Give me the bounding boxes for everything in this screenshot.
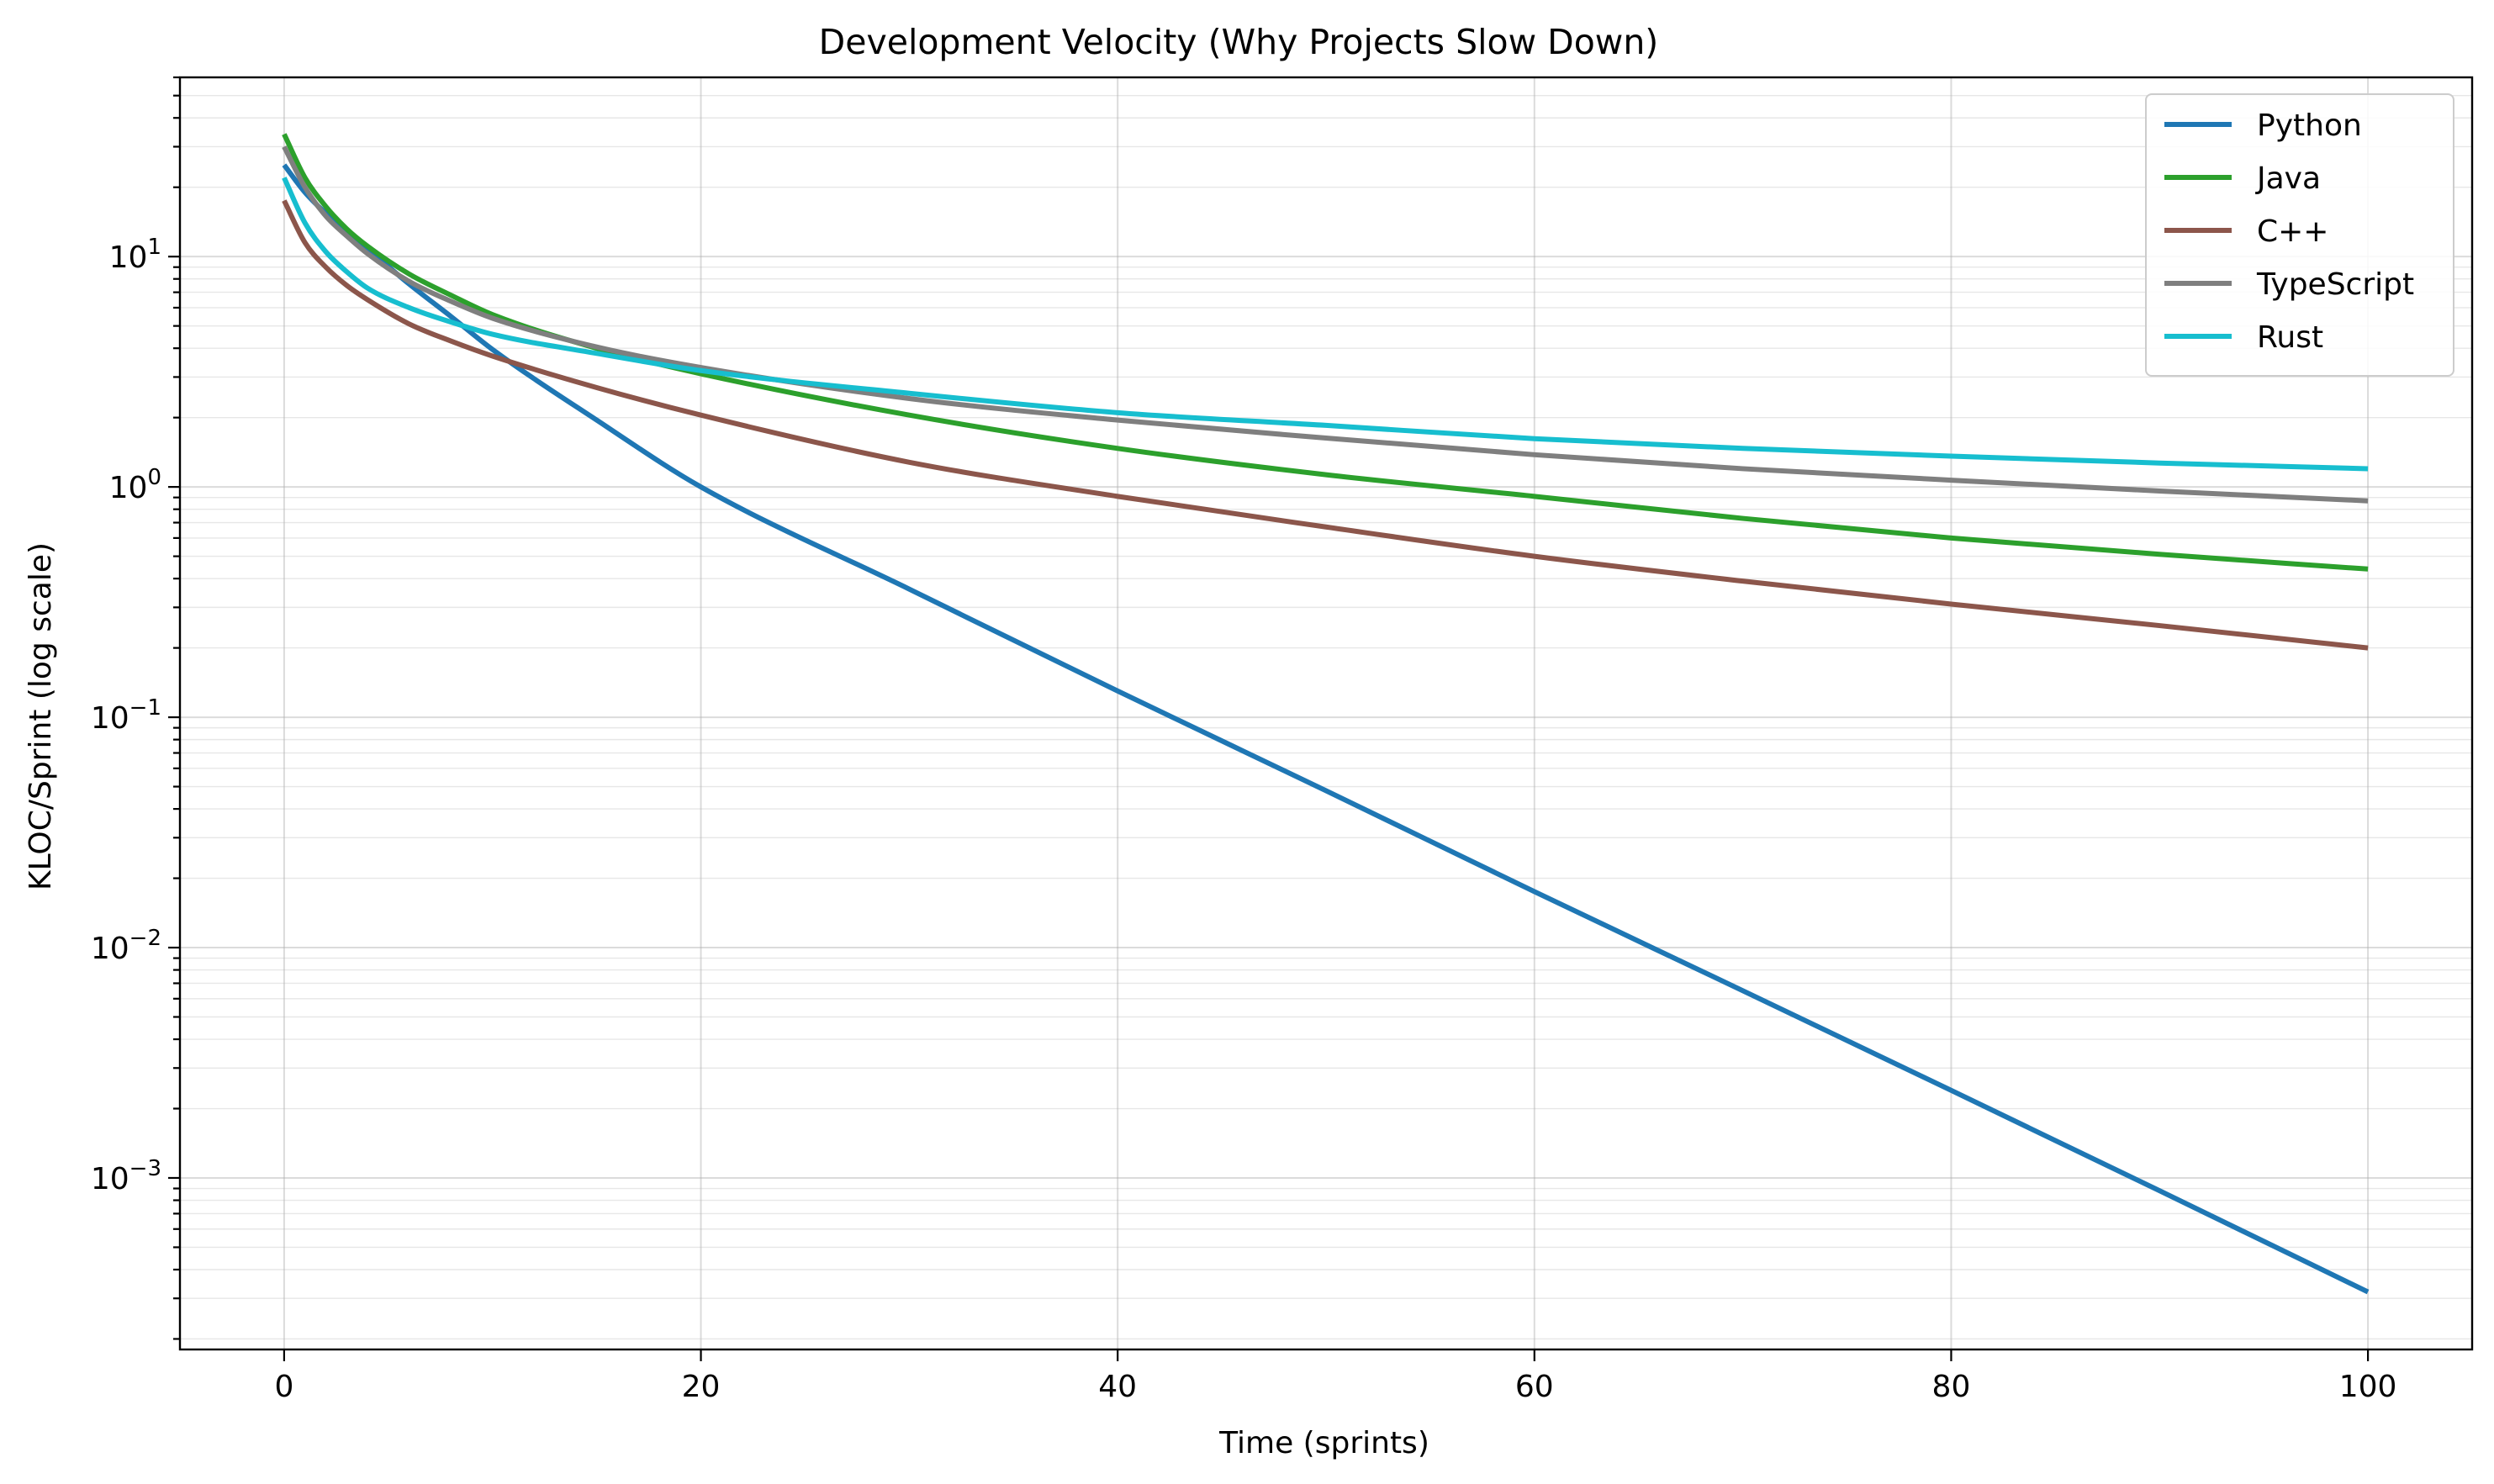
y-tick-label-base: 10 bbox=[91, 701, 129, 736]
series-line-c- bbox=[282, 199, 2369, 651]
legend-label-typescript: TypeScript bbox=[2256, 267, 2414, 302]
chart-title: Development Velocity (Why Projects Slow … bbox=[819, 22, 1659, 62]
series-lines bbox=[282, 133, 2370, 1295]
y-tick-label-exponent: −2 bbox=[129, 926, 161, 951]
x-tick-label: 60 bbox=[1515, 1370, 1554, 1404]
x-axis-label: Time (sprints) bbox=[1218, 1426, 1429, 1460]
series-line-python bbox=[282, 163, 2370, 1295]
legend-label-java: Java bbox=[2255, 161, 2321, 196]
y-tick-label-base: 10 bbox=[109, 471, 148, 505]
y-tick-label-exponent: −1 bbox=[129, 695, 161, 721]
series-line-typescript bbox=[282, 145, 2369, 504]
x-tick-label: 100 bbox=[2339, 1370, 2397, 1404]
series-line-rust bbox=[282, 177, 2369, 472]
y-tick-label: 100 bbox=[109, 465, 161, 505]
y-tick-label-base: 10 bbox=[91, 1162, 129, 1196]
legend-label-python: Python bbox=[2257, 108, 2362, 143]
legend-label-c-: C++ bbox=[2257, 214, 2328, 249]
y-tick-label-exponent: 0 bbox=[147, 465, 161, 490]
x-tick-label: 20 bbox=[682, 1370, 721, 1404]
axes-frame bbox=[178, 76, 2474, 1351]
legend: Python Java C++ TypeScript Rust bbox=[2145, 93, 2454, 377]
y-tick-label: 10−3 bbox=[91, 1156, 161, 1196]
legend-label-rust: Rust bbox=[2257, 320, 2323, 355]
y-tick-label-exponent: −3 bbox=[129, 1156, 161, 1181]
y-tick-label-base: 10 bbox=[91, 932, 129, 966]
series-line-java bbox=[282, 133, 2369, 572]
x-tick-label: 0 bbox=[274, 1370, 293, 1404]
legend-box bbox=[2145, 93, 2454, 377]
y-tick-label: 10−2 bbox=[91, 926, 161, 966]
y-tick-label-exponent: 1 bbox=[147, 235, 161, 260]
x-tick-label: 80 bbox=[1932, 1370, 1971, 1404]
y-tick-label-base: 10 bbox=[109, 240, 148, 275]
y-tick-label: 10−1 bbox=[91, 695, 161, 736]
x-tick-label: 40 bbox=[1098, 1370, 1137, 1404]
y-tick-label: 101 bbox=[109, 235, 161, 275]
y-axis-label: KLOC/Sprint (log scale) bbox=[24, 542, 58, 890]
